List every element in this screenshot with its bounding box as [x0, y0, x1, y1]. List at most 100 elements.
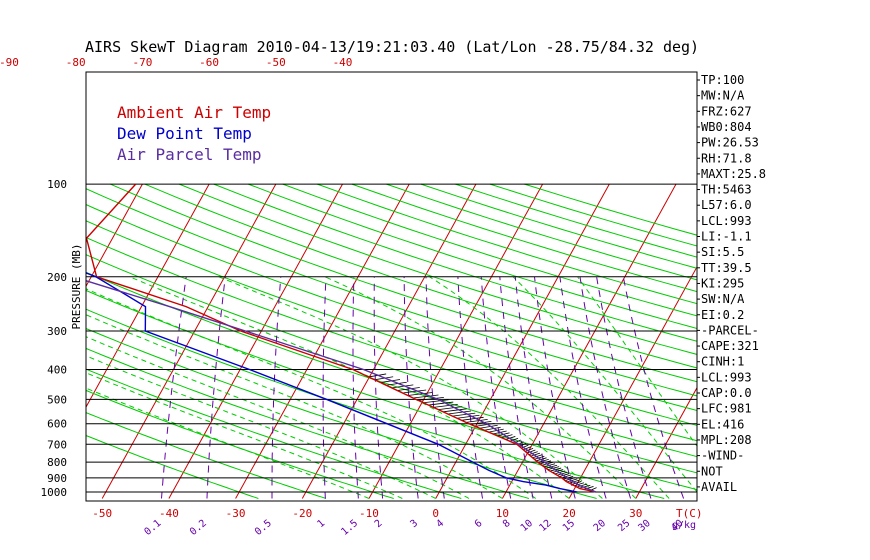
mixing-ratio-label: 12 — [537, 518, 553, 534]
dry-adiabat-line — [86, 289, 697, 491]
mixing-ratio-label: 8 — [501, 518, 513, 530]
legend-entry: Air Parcel Temp — [117, 145, 262, 164]
dry-adiabat-line — [86, 347, 530, 499]
isotherm-line — [501, 183, 677, 499]
mixing-ratio-unit-label: g/kg — [672, 520, 696, 531]
dry-adiabat-line — [86, 327, 597, 499]
index-text: EL:416 — [701, 417, 744, 431]
cape-hatch-line — [579, 484, 591, 489]
cape-hatch-line — [443, 408, 467, 413]
y-axis-label: PRESSURE (MB) — [70, 243, 83, 329]
mixing-ratio-label: 4 — [435, 518, 447, 530]
legend: Ambient Air Temp Dew Point Temp Air Parcel… — [117, 103, 271, 164]
bottom-temperature-label: 30 — [629, 507, 642, 520]
moist-adiabat-line — [86, 314, 503, 499]
cape-hatch-line — [447, 410, 472, 415]
bottom-temperature-label: 0 — [432, 507, 439, 520]
index-text: RH:71.8 — [701, 151, 752, 165]
cape-hatch-line — [574, 482, 585, 487]
cape-hatch-line — [433, 403, 458, 408]
mixing-ratio-label: 2 — [373, 518, 385, 530]
moist-adiabat-line — [324, 276, 637, 499]
pressure-tick-label: 900 — [47, 472, 67, 485]
pressure-tick-label: 1000 — [41, 486, 68, 499]
cape-hatch-line — [479, 424, 498, 429]
cape-hatch-line — [563, 475, 574, 480]
cape-hatch-line — [466, 418, 488, 423]
cape-hatch-line — [530, 452, 541, 457]
cape-hatch-line — [528, 451, 538, 455]
isotherm-line — [86, 183, 143, 288]
pressure-tick-label: 200 — [47, 271, 67, 284]
plot-frame — [85, 71, 698, 502]
index-text: MW:N/A — [701, 89, 745, 103]
isotherm-line — [0, 184, 76, 498]
mixing-ratio-label: 25 — [616, 518, 632, 534]
index-text: PW:26.53 — [701, 136, 759, 150]
moist-adiabat-line — [86, 387, 370, 499]
dry-adiabat-line — [282, 183, 697, 317]
cape-hatch-line — [391, 384, 414, 389]
index-text: CAPE:321 — [701, 339, 759, 353]
mixing-ratio-label: 0.1 — [143, 518, 164, 538]
cape-hatch-line — [402, 389, 427, 394]
cape-hatch-line — [407, 392, 433, 396]
cape-hatch-line — [571, 481, 582, 485]
cape-hatch-line — [484, 426, 501, 431]
index-text: L57:6.0 — [701, 198, 752, 212]
top-temperature-label: -70 — [132, 56, 152, 69]
mixing-ratio-line — [403, 276, 419, 499]
dry-adiabat-line — [317, 183, 697, 305]
legend-entry: Dew Point Temp — [117, 124, 252, 143]
bottom-temperature-label: 10 — [496, 507, 509, 520]
index-text: TH:5463 — [701, 183, 752, 197]
index-text: SW:N/A — [701, 292, 745, 306]
cape-hatch-line — [559, 473, 570, 477]
isotherm-line — [168, 183, 343, 499]
dry-adiabat-line — [86, 368, 462, 499]
cape-hatch-line — [532, 454, 543, 459]
cape-hatch-line — [457, 414, 480, 419]
mixing-ratio-label: 6 — [473, 518, 485, 530]
index-text: WB0:804 — [701, 120, 752, 134]
cape-hatch-line — [526, 449, 536, 454]
mixing-ratio-line — [559, 276, 607, 499]
pressure-tick-label: 400 — [47, 363, 67, 376]
mixing-ratio-line — [480, 276, 512, 499]
index-text: TT:39.5 — [701, 261, 752, 275]
isotherm-line — [101, 183, 277, 499]
cape-hatch-line — [423, 399, 449, 404]
index-text: SI:5.5 — [701, 245, 744, 259]
cape-hatch-line — [475, 422, 495, 427]
top-temperature-label: -80 — [66, 56, 86, 69]
mixing-ratio-line — [322, 276, 327, 499]
index-text: KI:295 — [701, 276, 744, 290]
bottom-temperature-label: -10 — [359, 507, 379, 520]
dry-adiabat-line — [86, 203, 697, 411]
cape-hatch-line — [525, 448, 534, 452]
dry-adiabat-line — [86, 412, 327, 499]
bottom-temperature-label: -30 — [226, 507, 246, 520]
isotherm-line — [0, 184, 9, 498]
mixing-ratio-line — [514, 276, 553, 499]
moist-adiabat-line — [86, 288, 536, 499]
cape-hatch-line — [523, 446, 531, 451]
dry-adiabat-line — [86, 435, 259, 499]
index-text: -PARCEL- — [701, 323, 759, 337]
moist-adiabat-line — [86, 355, 436, 499]
moist-adiabat-line — [429, 276, 670, 499]
cape-hatch-line — [397, 387, 420, 391]
index-text: LCL:993 — [701, 370, 752, 384]
cape-hatch-line — [428, 401, 454, 406]
isotherm-line — [769, 184, 870, 498]
isotherm-line — [301, 183, 477, 499]
x-axis-label: T(C) — [676, 507, 703, 520]
dry-adiabat-line — [86, 389, 394, 499]
dry-adiabat-line — [179, 183, 697, 355]
index-text: EI:0.2 — [701, 308, 744, 322]
mixing-ratio-line — [622, 276, 685, 499]
series-line-dewpoint — [86, 272, 578, 493]
cape-hatch-line — [438, 406, 463, 411]
background-lines — [0, 183, 870, 499]
